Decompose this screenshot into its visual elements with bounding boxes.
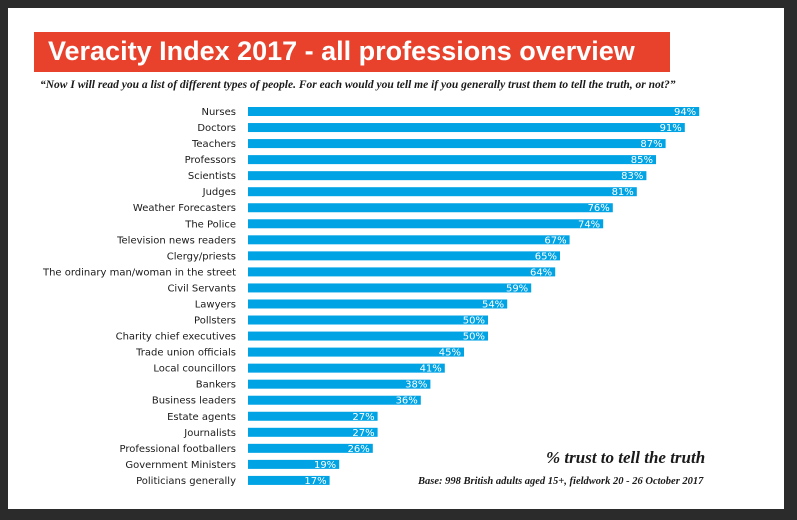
bar	[248, 459, 340, 469]
bar	[248, 411, 378, 421]
value-label: 19%	[314, 460, 336, 471]
bar	[248, 219, 604, 229]
category-label: Local councillors	[153, 364, 236, 375]
category-label: Business leaders	[152, 396, 236, 407]
value-label: 38%	[405, 380, 427, 391]
category-label: Doctors	[197, 123, 236, 134]
value-label: 26%	[348, 444, 370, 455]
value-label: 59%	[506, 283, 528, 294]
value-label: 27%	[352, 428, 374, 439]
bar	[248, 363, 445, 373]
bar	[248, 155, 656, 165]
category-label: The ordinary man/woman in the street	[42, 267, 236, 278]
value-label: 81%	[612, 187, 634, 198]
bar	[248, 235, 570, 245]
value-label: 74%	[578, 219, 600, 230]
bar	[248, 379, 431, 389]
category-label: Estate agents	[167, 412, 236, 423]
value-label: 17%	[304, 476, 326, 487]
category-label: Government Ministers	[125, 460, 236, 471]
value-label: 54%	[482, 299, 504, 310]
bar	[248, 187, 637, 197]
category-label: Teachers	[191, 139, 236, 150]
bar	[248, 283, 532, 293]
category-label: The Police	[184, 219, 236, 230]
value-label: 27%	[352, 412, 374, 423]
category-label: Scientists	[188, 171, 236, 182]
value-label: 50%	[463, 316, 485, 327]
category-label: Bankers	[196, 380, 236, 391]
category-label: Journalists	[183, 428, 236, 439]
bar	[248, 107, 700, 116]
value-label: 64%	[530, 267, 552, 278]
survey-question: “Now I will read you a list of different…	[40, 79, 676, 91]
bars-group: Nurses 94% Doctors 91% Teachers 87% Professors…	[42, 107, 700, 487]
value-label: 67%	[544, 235, 566, 246]
bar	[248, 427, 378, 437]
chart-title: Veracity Index 2017 - all professions ov…	[48, 36, 635, 66]
value-label: 83%	[621, 171, 643, 182]
bar	[248, 443, 373, 453]
value-label: 85%	[631, 155, 653, 166]
value-label: 50%	[463, 332, 485, 343]
bar	[248, 123, 685, 133]
value-label: 45%	[439, 348, 461, 359]
category-label: Nurses	[201, 107, 236, 118]
value-label: 91%	[660, 123, 682, 134]
bar	[248, 171, 647, 181]
bar	[248, 139, 666, 149]
bar	[248, 475, 330, 485]
bar	[248, 347, 464, 357]
category-label: Weather Forecasters	[133, 203, 236, 214]
bar	[248, 315, 488, 325]
value-label: 36%	[396, 396, 418, 407]
bar	[248, 267, 556, 277]
bar	[248, 331, 488, 341]
bar	[248, 299, 508, 309]
category-label: Clergy/priests	[167, 251, 236, 262]
category-label: Charity chief executives	[116, 332, 236, 343]
category-label: Politicians generally	[136, 476, 236, 487]
bar	[248, 251, 560, 261]
value-label: 76%	[588, 203, 610, 214]
category-label: Television news readers	[116, 235, 236, 246]
category-label: Judges	[202, 187, 236, 198]
value-label: 94%	[674, 107, 696, 118]
category-label: Professional footballers	[120, 444, 236, 455]
bar	[248, 203, 613, 213]
category-label: Lawyers	[195, 299, 236, 310]
category-label: Professors	[185, 155, 236, 166]
category-label: Trade union officials	[135, 348, 236, 359]
title-banner: Veracity Index 2017 - all professions ov…	[34, 32, 670, 72]
value-label: 41%	[420, 364, 442, 375]
category-label: Pollsters	[194, 316, 236, 327]
value-label: 87%	[640, 139, 662, 150]
bar	[248, 395, 421, 405]
category-label: Civil Servants	[167, 283, 236, 294]
base-note: Base: 998 British adults aged 15+, field…	[418, 476, 704, 487]
measure-caption: % trust to tell the truth	[546, 448, 706, 467]
value-label: 65%	[535, 251, 557, 262]
